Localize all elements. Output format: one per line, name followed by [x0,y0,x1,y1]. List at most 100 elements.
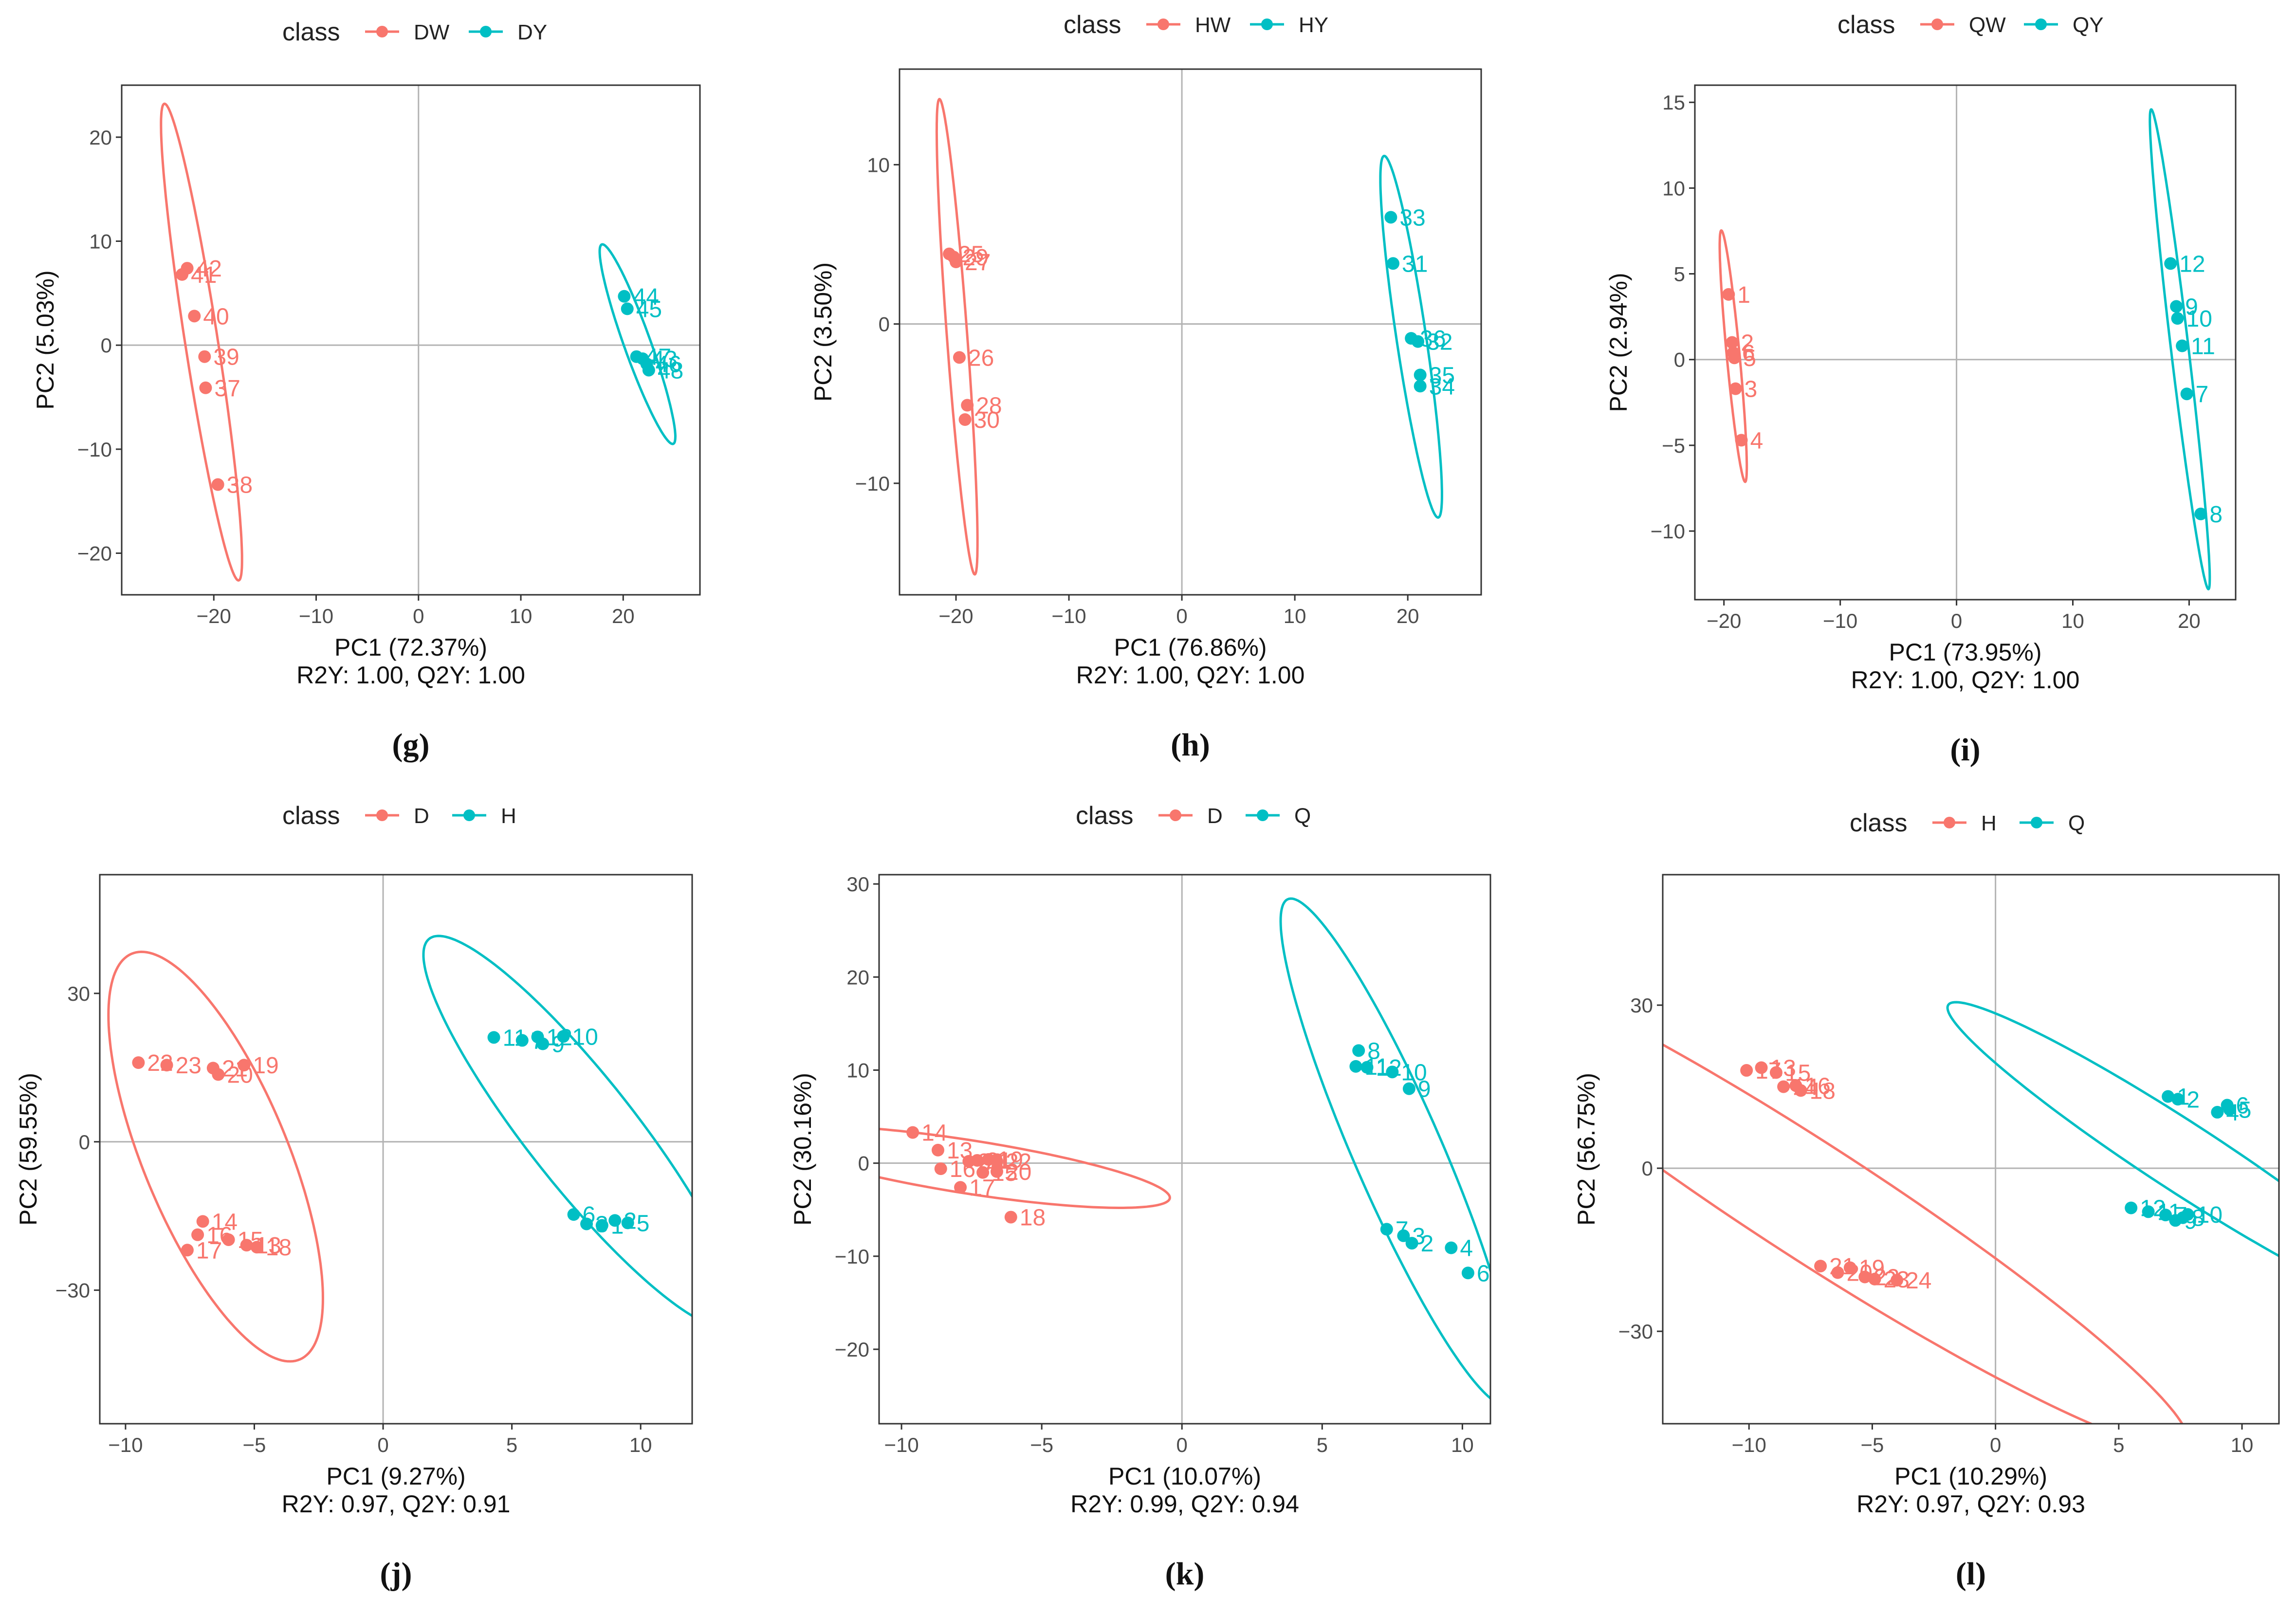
point-label: 44 [633,284,659,310]
data-point-D-16 [934,1162,947,1175]
y-tick-label: −20 [835,1338,869,1361]
y-tick-label: −10 [1651,520,1685,543]
data-point-DW-39 [198,350,211,363]
data-point-Q-5 [2223,1103,2236,1116]
data-point-QW-5 [1728,351,1741,365]
data-point-Q-2 [1405,1237,1418,1250]
point-label: 9 [2185,294,2198,320]
data-point-QY-11 [2176,339,2189,352]
data-point-Q-12 [1360,1061,1374,1074]
legend-title: class [1064,11,1121,39]
point-label: 7 [2196,382,2209,407]
point-label: 36 [1420,326,1446,352]
confidence-ellipse-DY [598,243,677,445]
legend-title: class [1850,809,1907,837]
y-axis-label: PC2 (3.50%) [809,262,837,402]
x-tick-label: 20 [1396,605,1419,627]
confidence-ellipse-QW [1718,229,1748,483]
data-point-HW-27 [950,256,963,268]
plot-frame [899,68,1482,596]
point-label: 11 [2191,334,2215,360]
data-point-Q-1 [2162,1090,2175,1103]
data-point-D-22 [132,1056,145,1069]
model-fit-subtitle: R2Y: 1.00, Q2Y: 1.00 [1851,666,2080,694]
x-tick-label: −5 [1860,1433,1884,1456]
panel-k: 14132321192216152017188111210973246−10−5… [789,802,1491,1592]
point-label: 29 [962,245,988,271]
y-tick-label: −10 [77,438,112,461]
plot-frame [1662,874,2280,1425]
legend-entry-D: D [414,804,429,828]
x-tick-label: 5 [506,1433,517,1456]
panel-label: (j) [380,1556,412,1592]
point-label: 3 [1745,377,1758,403]
point-label: 28 [976,393,1002,419]
legend-key-dot [1944,817,1955,828]
model-fit-subtitle: R2Y: 1.00, Q2Y: 1.00 [1076,661,1305,689]
legend-key-dot [1170,809,1181,821]
y-tick-label: 20 [846,966,869,989]
point-label: 4 [1750,428,1763,454]
legend: class H Q [1850,809,2085,837]
data-point-Q-9 [2169,1214,2182,1227]
data-point-D-22 [990,1155,1003,1168]
x-tick-label: 10 [1284,605,1306,627]
data-point-Q-4 [1445,1241,1458,1254]
data-point-D-23 [160,1059,173,1072]
plot-frame [1694,84,2237,601]
legend-entry-H: H [501,804,516,828]
point-label: 10 [2197,1202,2223,1228]
legend-key-dot [376,809,388,821]
point-label: 6 [1477,1261,1490,1286]
plot-frame [878,874,1491,1425]
data-point-D-18 [1004,1211,1017,1224]
legend-title: class [1837,11,1895,39]
x-axis-label: PC1 (72.37%) [334,634,487,661]
data-point-DW-40 [188,310,201,323]
point-label: 12 [2179,251,2205,277]
y-tick-label: 0 [858,1152,869,1175]
x-tick-label: 10 [629,1433,652,1456]
data-point-H-2 [608,1214,622,1227]
data-point-D-21 [971,1154,984,1167]
data-point-HY-33 [1384,211,1397,224]
legend: class QW QY [1837,11,2104,39]
data-point-H-22 [1858,1270,1872,1284]
data-point-DW-37 [199,381,212,394]
point-label: 42 [196,256,222,282]
x-tick-label: 0 [1176,605,1187,627]
data-point-D-13 [240,1239,253,1252]
point-label: 18 [1020,1205,1046,1231]
plot-frame [99,874,693,1425]
data-point-D-18 [250,1241,263,1254]
model-fit-subtitle: R2Y: 0.97, Q2Y: 0.93 [1856,1490,2085,1518]
panel-label: (h) [1171,727,1210,763]
point-label: 23 [176,1053,202,1079]
data-point-HY-34 [1414,380,1427,393]
legend-key-dot [376,26,388,37]
point-label: 40 [203,304,229,330]
x-tick-label: 10 [510,605,533,627]
point-label: 16 [1804,1073,1830,1099]
data-point-H-14 [1777,1080,1790,1093]
data-point-QW-2 [1726,336,1739,349]
x-tick-label: 5 [1317,1433,1328,1456]
plot-area [122,85,700,595]
point-label: 17 [196,1238,222,1264]
data-point-H-3 [580,1217,593,1230]
legend: class DW DY [282,18,547,46]
data-point-H-19 [1843,1261,1856,1274]
data-point-QY-7 [2180,387,2193,401]
y-axis-label: PC2 (59.55%) [15,1073,42,1226]
plot-content: 17131514161821201922232412465121178109 [1663,1001,2279,1424]
model-fit-subtitle: R2Y: 0.99, Q2Y: 0.94 [1070,1490,1299,1518]
data-point-Q-10 [1386,1065,1399,1079]
plot-area [100,875,692,1424]
data-point-D-17 [954,1181,967,1194]
data-point-HY-31 [1387,257,1400,270]
data-point-DY-48 [642,364,655,377]
data-point-Q-11 [2142,1205,2155,1218]
